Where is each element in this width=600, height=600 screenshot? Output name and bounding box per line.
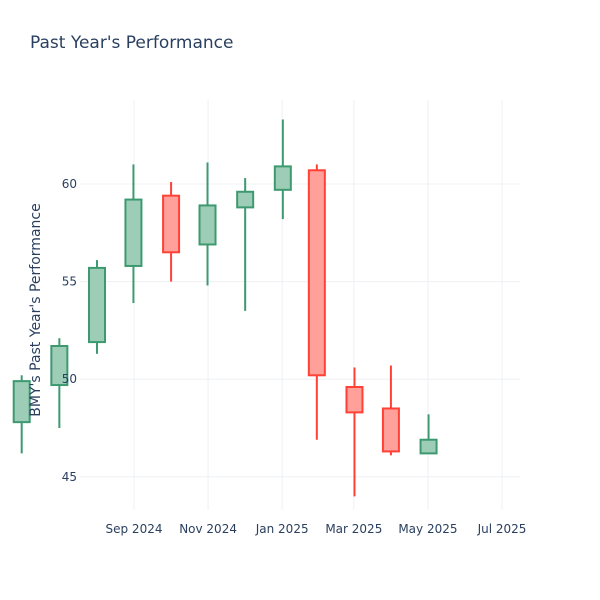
candle-decreasing	[162, 182, 181, 282]
candle-decreasing	[307, 164, 326, 440]
candle-increasing	[12, 375, 31, 454]
x-tick-label: May 2025	[398, 522, 457, 536]
candle-body	[307, 169, 326, 377]
candle-body	[273, 165, 292, 191]
y-tick-label: 50	[62, 372, 77, 386]
candle-increasing	[88, 260, 106, 354]
candle-body	[419, 438, 438, 455]
candle-increasing	[198, 162, 217, 286]
chart-title: Past Year's Performance	[30, 33, 234, 53]
x-tick-label: Mar 2025	[325, 522, 382, 536]
candles	[12, 119, 438, 497]
candle-decreasing	[345, 367, 364, 497]
candle-body	[198, 204, 217, 246]
x-tick-label: Jan 2025	[255, 522, 309, 536]
candle-body	[345, 386, 364, 414]
candle-increasing	[419, 414, 438, 455]
candle-body	[12, 380, 31, 424]
candle-increasing	[273, 119, 292, 220]
x-tick-label: Jul 2025	[477, 522, 527, 536]
candle-body	[381, 407, 400, 453]
candle-increasing	[124, 164, 143, 304]
candle-body	[162, 194, 181, 254]
y-tick-label: 60	[62, 177, 77, 191]
x-tick-label: Nov 2024	[179, 522, 237, 536]
y-axis-ticks: 45 50 55 60	[62, 177, 77, 484]
y-tick-label: 55	[62, 275, 77, 289]
candle-body	[50, 345, 69, 387]
x-axis-ticks: Sep 2024 Nov 2024 Jan 2025 Mar 2025 May 2025…	[106, 522, 527, 536]
candle-body	[88, 266, 106, 344]
y-tick-label: 45	[62, 470, 77, 484]
y-axis-title: BMY's Past Year's Performance	[28, 203, 44, 416]
candle-increasing	[50, 338, 69, 428]
x-tick-label: Sep 2024	[106, 522, 163, 536]
candle-body	[124, 198, 143, 267]
candle-decreasing	[381, 365, 400, 456]
candle-body	[236, 190, 255, 209]
grid	[80, 100, 520, 510]
candle-increasing	[236, 178, 255, 311]
